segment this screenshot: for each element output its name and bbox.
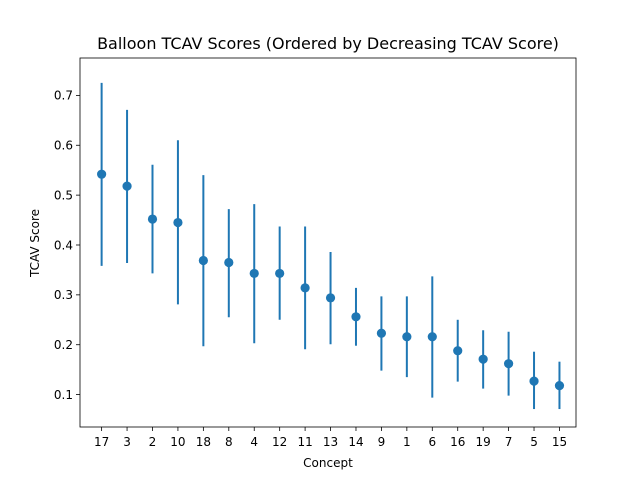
x-tick-label: 17 [94, 435, 109, 449]
y-tick-label: 0.6 [54, 139, 73, 153]
x-tick-label: 13 [323, 435, 338, 449]
y-tick-label: 0.3 [54, 288, 73, 302]
data-point [97, 169, 107, 179]
x-tick-label: 15 [552, 435, 567, 449]
y-tick-label: 0.7 [54, 89, 73, 103]
x-tick-label: 14 [348, 435, 363, 449]
data-point [249, 268, 259, 279]
x-tick-label: 10 [170, 435, 185, 449]
x-tick-label: 7 [505, 435, 513, 449]
x-tick-label: 16 [450, 435, 465, 449]
y-tick-label: 0.2 [54, 338, 73, 352]
data-point [529, 376, 539, 386]
data-point [351, 312, 361, 322]
x-tick-label: 1 [403, 435, 411, 449]
data-point [147, 214, 158, 224]
x-tick-label: 9 [378, 435, 386, 449]
data-point [376, 328, 387, 338]
data-point [300, 283, 310, 293]
x-tick-label: 2 [149, 435, 157, 449]
data-point [453, 346, 463, 356]
chart-title: Balloon TCAV Scores (Ordered by Decreasi… [97, 34, 559, 53]
x-axis-label: Concept [303, 456, 353, 470]
data-point [275, 268, 285, 279]
data-point [325, 293, 336, 303]
data-point [122, 181, 132, 191]
data-point [173, 217, 183, 228]
data-point [554, 381, 565, 391]
x-tick-label: 19 [476, 435, 491, 449]
data-point [427, 332, 437, 342]
x-tick-label: 8 [225, 435, 233, 449]
y-tick-label: 0.1 [54, 388, 73, 402]
x-tick-label: 11 [297, 435, 312, 449]
data-point [198, 255, 208, 266]
data-point [478, 354, 488, 364]
data-point [503, 359, 514, 369]
x-tick-label: 3 [123, 435, 131, 449]
plot-frame [79, 57, 577, 428]
data-point [224, 257, 234, 268]
data-point [402, 332, 412, 342]
plot-area: 0.10.20.30.40.50.60.717 3 2 10 18 8 4 12 11 13 14 9… [54, 57, 577, 449]
x-tick-label: 18 [196, 435, 211, 449]
y-axis-label: TCAV Score [28, 209, 42, 278]
x-tick-label: 5 [530, 435, 538, 449]
x-tick-label: 4 [250, 435, 258, 449]
y-tick-label: 0.4 [54, 238, 73, 252]
x-tick-label: 6 [428, 435, 436, 449]
y-tick-label: 0.5 [54, 188, 73, 202]
x-tick-label: 12 [272, 435, 287, 449]
